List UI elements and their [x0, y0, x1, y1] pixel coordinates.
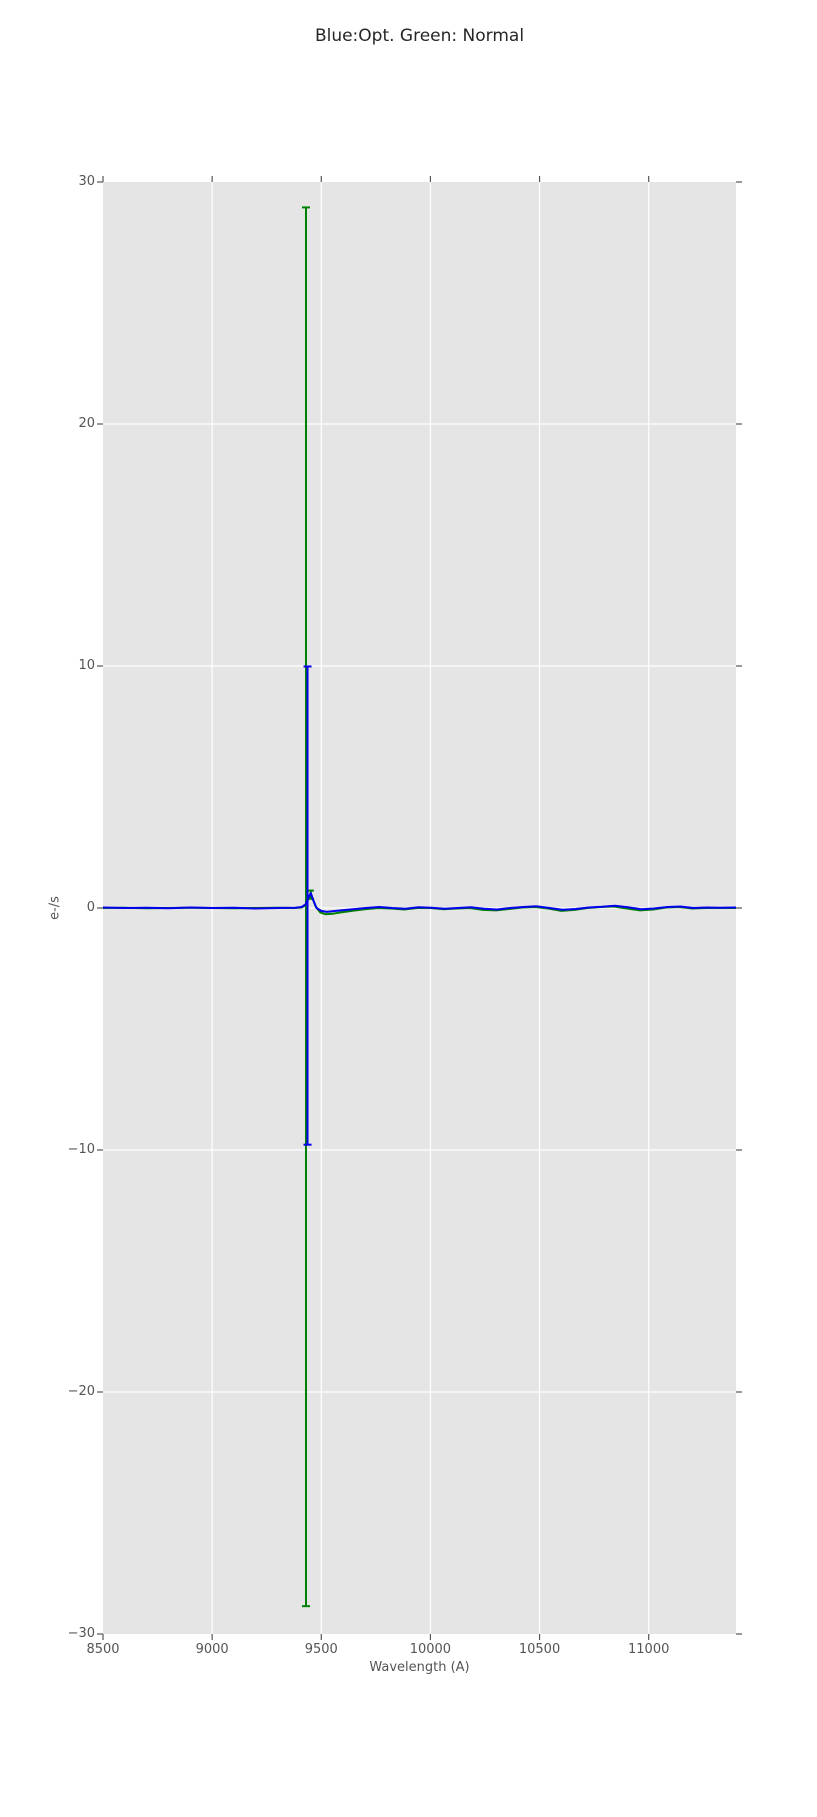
x-tick-label: 11000	[628, 1642, 670, 1657]
x-axis-label: Wavelength (A)	[369, 1660, 470, 1675]
y-tick-label: −30	[67, 1626, 95, 1641]
x-tick-label: 10500	[518, 1642, 561, 1657]
y-tick-label: 20	[78, 416, 95, 431]
x-tick-label: 8500	[86, 1642, 120, 1657]
y-tick-label: −20	[67, 1384, 95, 1399]
x-tick-label: 10000	[409, 1642, 452, 1657]
x-tick-label: 9000	[195, 1642, 229, 1657]
y-tick-label: 30	[78, 174, 95, 189]
y-tick-label: 0	[86, 900, 95, 915]
y-tick-label: −10	[67, 1142, 95, 1157]
chart-title: Blue:Opt. Green: Normal	[314, 26, 525, 46]
y-tick-label: 10	[78, 658, 95, 673]
x-tick-label: 9500	[304, 1642, 338, 1657]
series-line-opt	[102, 892, 737, 913]
